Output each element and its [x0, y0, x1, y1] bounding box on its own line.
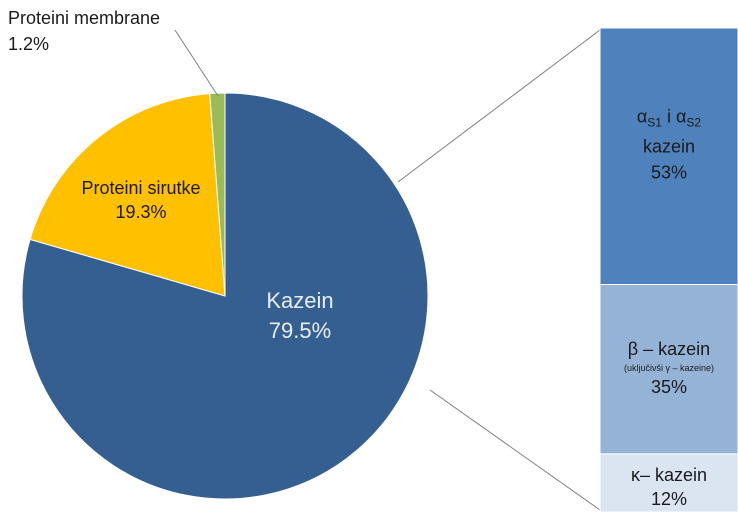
slice-label-proteini-membrane: Proteini membrane [8, 8, 160, 28]
connector-line-top [397, 29, 601, 183]
leader-line-proteini-membrane [174, 29, 219, 97]
segment-label-beta: β – kazein [628, 339, 710, 359]
connector-line-bottom [429, 389, 601, 511]
slice-value-proteini-sirutke: 19.3% [115, 202, 166, 222]
slice-label-proteini-sirutke: Proteini sirutke [81, 178, 200, 198]
slice-label-kazein: Kazein [266, 288, 333, 313]
slice-value-kazein: 79.5% [269, 318, 331, 343]
pie-slice-proteini-sirutke [29, 93, 226, 297]
breakdown-bar-group: αS1 i αS2 kazein 53% β – kazein (uključivši … [599, 27, 738, 513]
segment-value-beta: 35% [651, 377, 687, 397]
segment-value-kappa: 12% [651, 489, 687, 509]
segment-value-alpha: 53% [651, 162, 687, 182]
slice-value-proteini-membrane: 1.2% [8, 34, 49, 54]
pie-slice-proteini-membrane [209, 92, 226, 297]
breakdown-segment-3 [599, 453, 738, 513]
breakdown-segment-2 [599, 284, 738, 455]
breakdown-segment-1 [599, 27, 738, 286]
segment-label-alpha-s1-s2: αS1 i αS2 [637, 106, 702, 129]
pie-group: Kazein 79.5% Proteini sirutke 19.3% Proteini… [8, 8, 429, 500]
segment-label-kappa: κ– kazein [631, 465, 707, 485]
segment-label-alpha-kazein: kazein [643, 136, 695, 156]
segment-sublabel-beta: (uključivši γ – kazeine) [624, 363, 714, 373]
